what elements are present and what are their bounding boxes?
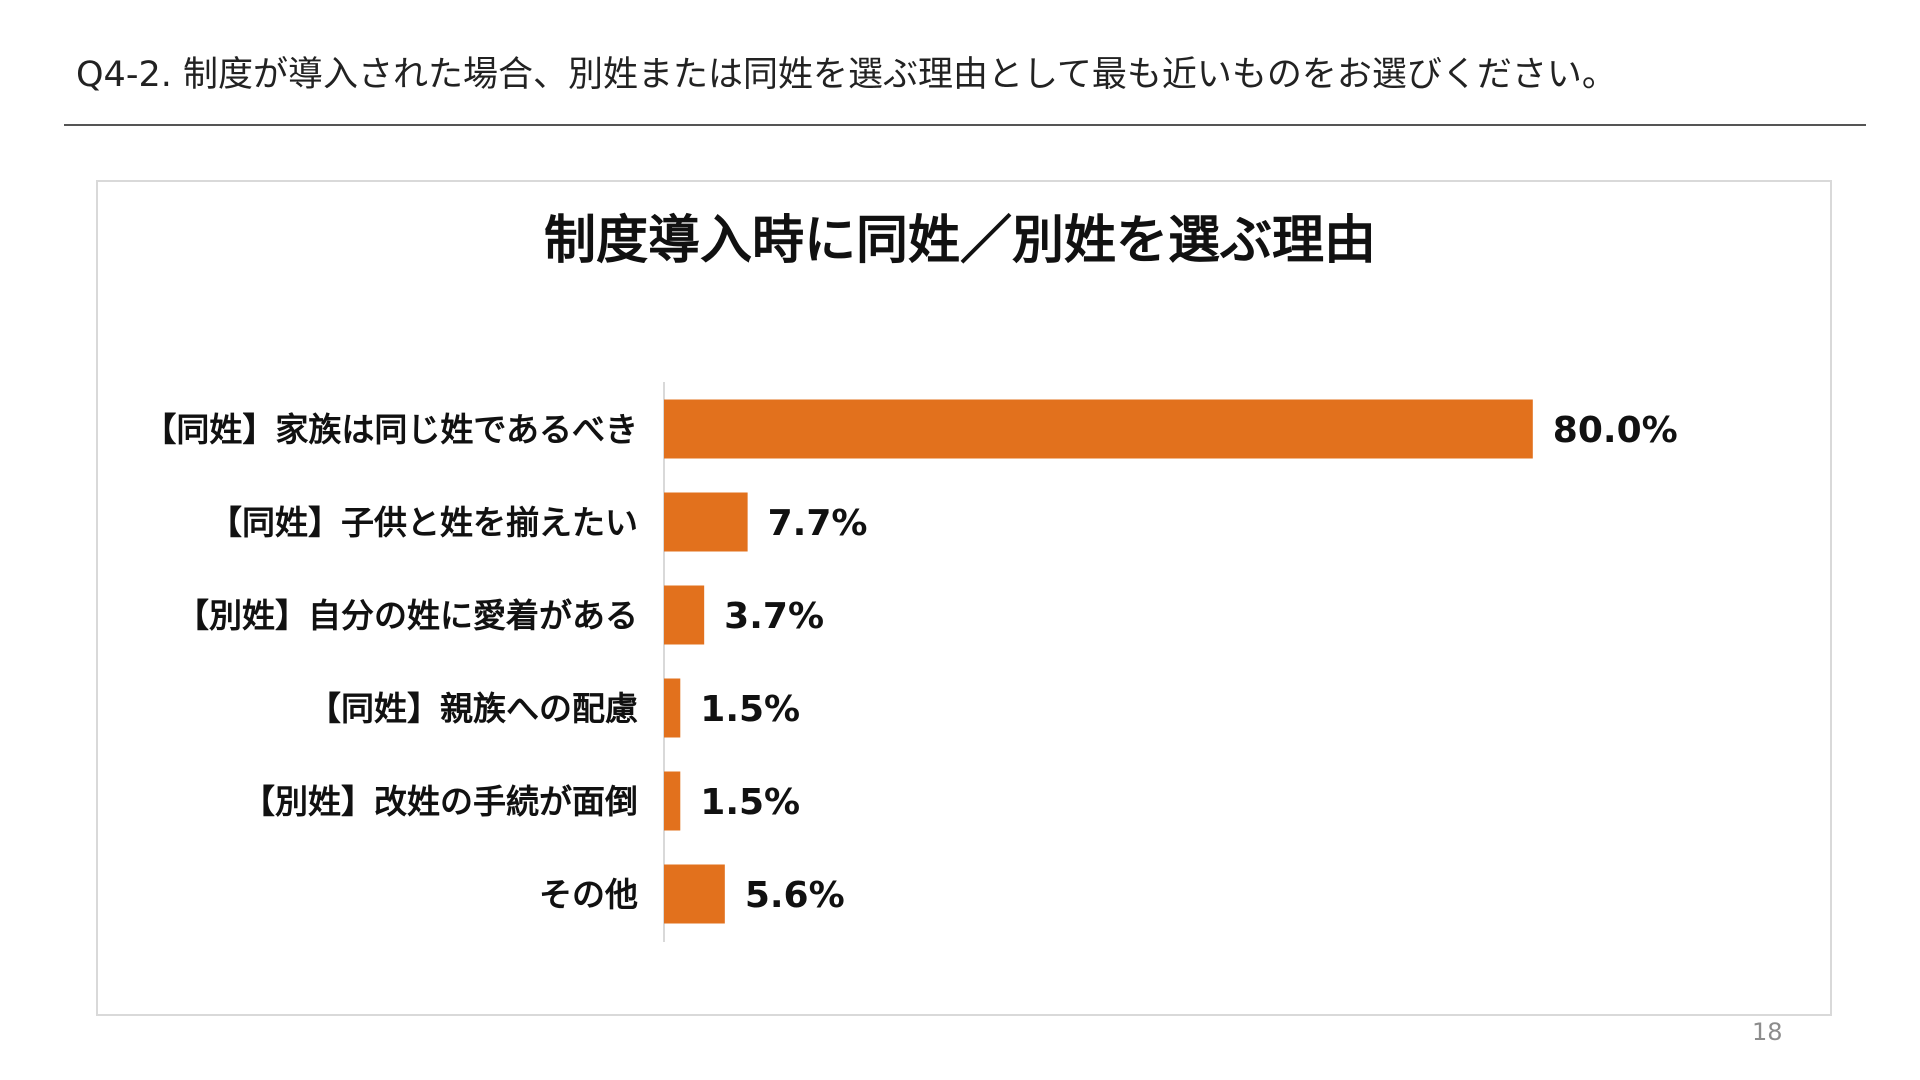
value-label: 80.0% [1553,410,1678,451]
category-label: 【同姓】家族は同じ姓であるべき [143,410,638,449]
value-label: 7.7% [768,503,868,544]
bar-chart: 【同姓】家族は同じ姓であるべき 80.0% 【同姓】子供と姓を揃えたい 7.7% 【別姓… [143,382,1678,942]
page-number: 18 [1752,1018,1783,1046]
slide-heading: Q4-2. 制度が導入された場合、別姓または同姓を選ぶ理由として最も近いものをお… [76,55,1617,95]
category-label: 【別姓】改姓の手続が面倒 [242,782,638,821]
bar [664,492,748,552]
bar [664,864,725,924]
chart-frame [96,180,1832,1016]
bar [664,678,681,738]
value-label: 1.5% [700,689,800,730]
category-label: 【同姓】子供と姓を揃えたい [209,503,638,542]
value-label: 3.7% [724,596,824,637]
bars-layer: 【同姓】家族は同じ姓であるべき 80.0% 【同姓】子供と姓を揃えたい 7.7% 【別姓… [143,399,1678,924]
heading-divider [64,124,1866,126]
bar [664,585,705,645]
category-label: 【同姓】親族への配慮 [308,689,638,728]
bar [664,771,681,831]
category-label: 【別姓】自分の姓に愛着がある [176,596,638,635]
value-label: 1.5% [700,782,800,823]
value-label: 5.6% [745,875,845,916]
category-label: その他 [539,875,638,914]
chart-title: 制度導入時に同姓／別姓を選ぶ理由 [543,211,1376,271]
bar [664,399,1533,459]
